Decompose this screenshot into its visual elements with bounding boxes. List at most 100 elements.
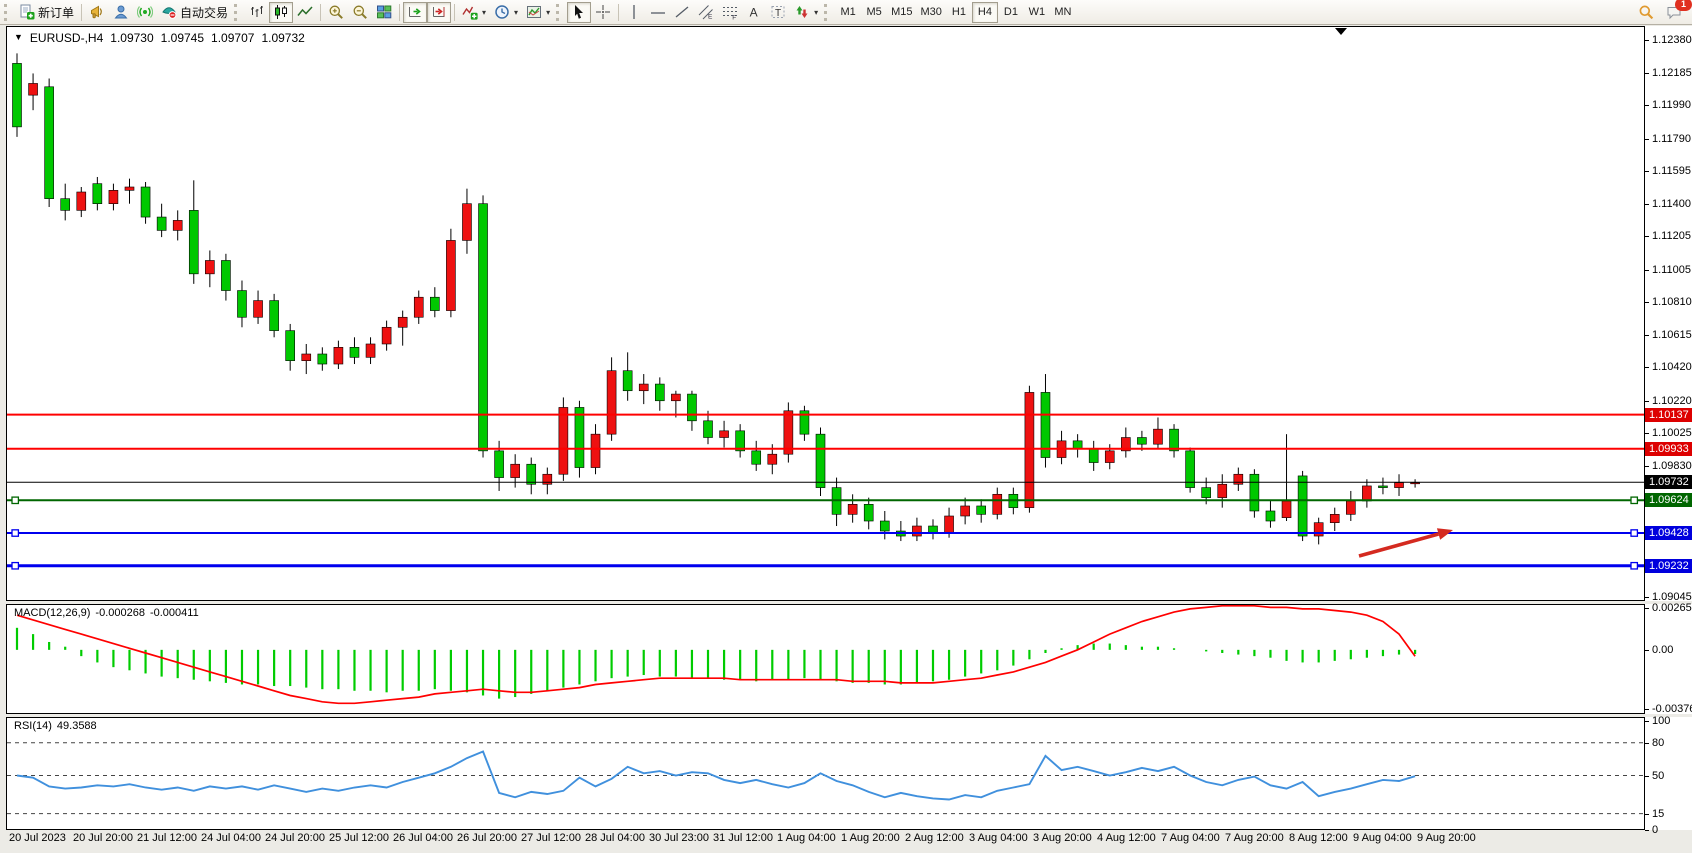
hline-1.09624[interactable] [7, 496, 1644, 505]
candle [108, 190, 119, 204]
fibonacci-tool-button[interactable]: F [718, 2, 742, 23]
new-order-icon [19, 4, 35, 20]
candle [1329, 514, 1340, 523]
chart-high-value: 1.09745 [160, 31, 205, 45]
chart-shift-button[interactable] [427, 1, 452, 23]
tile-windows-icon [376, 4, 392, 20]
candle [687, 393, 697, 422]
candlestick-chart[interactable] [7, 27, 1644, 600]
zoom-in-button[interactable] [324, 2, 348, 23]
alerts-button[interactable] [85, 2, 109, 23]
indicators-button[interactable]: ▾ [458, 2, 490, 23]
price-axis[interactable]: 1.12380 1.12185 1.11990 1.11790 1.11595 1.114… [1645, 26, 1692, 603]
timeframe-m5-button[interactable]: M5 [861, 2, 887, 23]
main-chart-panel[interactable] [6, 26, 1645, 601]
horizontal-line-tool-button[interactable] [646, 2, 670, 23]
date-label: 26 Jul 20:00 [457, 832, 517, 844]
chart-close-value: 1.09732 [261, 31, 305, 45]
arrows-tool-button[interactable]: ▾ [790, 2, 822, 23]
timeframe-m1-button[interactable]: M1 [835, 2, 861, 23]
candle [1378, 485, 1388, 488]
timeframe-h4-button[interactable]: H4 [971, 1, 998, 23]
rsi-tick-label: 50 [1652, 769, 1665, 782]
price-tickmark [1645, 40, 1649, 42]
candle [365, 343, 376, 358]
rsi-panel[interactable] [6, 717, 1645, 830]
search-button[interactable] [1634, 2, 1658, 23]
date-label: 7 Aug 20:00 [1225, 832, 1284, 844]
rsi-axis[interactable]: 100 80 50 15 0 [1645, 715, 1692, 836]
price-tickmark [1645, 138, 1649, 140]
toolbar-grip[interactable] [4, 3, 11, 21]
rsi-name: RSI(14) [14, 720, 52, 732]
svg-text:F: F [732, 15, 736, 21]
toolbar-grip[interactable] [824, 3, 831, 21]
candle [172, 220, 183, 231]
candlestick-chart-button[interactable] [269, 1, 294, 23]
candle [462, 203, 472, 241]
macd-signal-value: -0.000411 [149, 607, 199, 619]
price-tick-label: 1.12185 [1652, 66, 1692, 79]
news-signal-button[interactable] [133, 2, 157, 23]
macd-chart [15, 605, 1417, 705]
symbol-dropdown-icon[interactable]: ▼ [14, 32, 23, 42]
toolbar-grip[interactable] [234, 3, 241, 21]
chart-low-value: 1.09707 [211, 31, 255, 45]
vertical-line-tool-button[interactable] [622, 2, 646, 23]
price-tickmark [1645, 334, 1649, 336]
toolbar-separator [399, 3, 401, 21]
auto-scroll-icon [407, 4, 423, 20]
timeframe-w1-button[interactable]: W1 [1024, 2, 1050, 23]
hline-1.09232[interactable] [7, 561, 1644, 570]
candle [751, 450, 762, 465]
candle [381, 326, 392, 345]
periods-button[interactable]: ▾ [490, 2, 522, 23]
templates-button[interactable]: ▾ [522, 2, 554, 23]
cursor-tool-button[interactable] [567, 1, 592, 23]
candle [1040, 392, 1051, 458]
rsi-label: RSI(14) 49.3588 [14, 720, 97, 732]
line-chart-button[interactable] [293, 2, 317, 23]
candles [12, 53, 1420, 545]
toolbar-grip[interactable] [556, 3, 563, 21]
shift-marker-icon[interactable] [1335, 28, 1347, 35]
community-button[interactable] [109, 2, 133, 23]
text-label-tool-button[interactable]: T [766, 2, 790, 23]
price-badge: 1.10137 [1645, 407, 1692, 422]
date-axis[interactable]: 20 Jul 2023 20 Jul 20:00 21 Jul 12:00 24 Ju… [6, 832, 1656, 848]
candle [221, 260, 231, 291]
hline-1.09428[interactable] [7, 529, 1644, 537]
timeframe-d1-button[interactable]: D1 [998, 2, 1024, 23]
chart-title: ▼ EUR​USD-,H4 1.09730 1.09745 1.09707 1.… [14, 31, 305, 45]
channel-tool-button[interactable]: E [694, 2, 718, 23]
candle [542, 473, 553, 485]
price-tick-label: 1.10615 [1652, 328, 1692, 341]
candle [1394, 482, 1404, 488]
timeframe-mn-button[interactable]: MN [1050, 2, 1076, 23]
periods-clock-icon [494, 4, 510, 20]
macd-axis[interactable]: 0.002657 0.00 -0.003764 [1645, 602, 1692, 715]
price-tickmark [1645, 105, 1649, 107]
bar-chart-button[interactable] [245, 2, 269, 23]
crosshair-tool-button[interactable] [591, 2, 615, 23]
timeframe-m30-button[interactable]: M30 [917, 2, 946, 23]
candle [638, 383, 649, 392]
arrow-annotation[interactable] [1358, 528, 1453, 558]
tile-windows-button[interactable] [372, 2, 396, 23]
candle [1362, 485, 1372, 502]
auto-scroll-button[interactable] [403, 1, 428, 23]
text-tool-button[interactable]: A [742, 2, 766, 23]
new-order-button[interactable]: 新订单 [15, 2, 78, 23]
zoom-out-button[interactable] [348, 2, 372, 23]
toolbar-separator [454, 3, 456, 21]
toolbar-separator [320, 3, 322, 21]
timeframe-m15-button[interactable]: M15 [887, 2, 916, 23]
macd-panel[interactable] [6, 604, 1645, 714]
candle [590, 433, 601, 468]
trendline-tool-button[interactable] [670, 2, 694, 23]
chart-shift-icon [431, 4, 447, 20]
auto-trading-button[interactable]: 自动交易 [157, 2, 232, 23]
timeframe-h1-button[interactable]: H1 [946, 2, 972, 23]
macd-main-value: -0.000268 [95, 607, 145, 619]
price-tick-label: 1.10025 [1652, 427, 1692, 440]
